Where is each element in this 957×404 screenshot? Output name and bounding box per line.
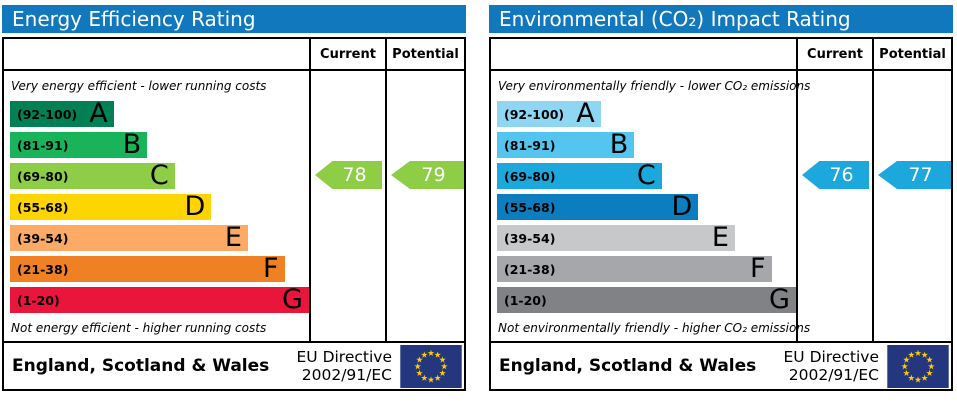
potential-rating-value: 79: [421, 164, 446, 186]
rating-body: Very energy efficient - lower running co…: [4, 71, 464, 341]
rating-body: Very environmentally friendly - lower CO…: [491, 71, 951, 341]
band-letter: G: [768, 284, 790, 315]
column-header-potential: Potential: [385, 39, 464, 69]
caption-bottom: Not environmentally friendly - higher CO…: [498, 321, 811, 335]
column-header-row: Current Potential: [4, 39, 464, 71]
band-range: (1-20): [17, 292, 60, 308]
column-header-spacer: [4, 39, 309, 69]
band-letter: D: [184, 191, 206, 222]
band-range: (39-54): [17, 230, 69, 246]
band-row-d: (55-68) D: [10, 191, 212, 222]
eu-flag-icon: [887, 344, 949, 388]
epc-rating-charts: Energy Efficiency Rating Current Potenti…: [2, 5, 953, 391]
eu-directive-label: EU Directive 2002/91/EC: [783, 347, 880, 384]
panel-title-energy: Energy Efficiency Rating: [2, 5, 466, 33]
band-row-e: (39-54) E: [10, 222, 248, 253]
band-row-a: (92-100) A: [497, 98, 601, 129]
band-row-a: (92-100) A: [10, 98, 114, 129]
eu-directive-label: EU Directive 2002/91/EC: [296, 347, 393, 384]
current-rating-arrow: 76: [802, 161, 869, 189]
band-range: (69-80): [504, 168, 556, 184]
caption-bottom: Not energy efficient - higher running co…: [11, 321, 267, 335]
band-letter: B: [609, 129, 629, 160]
band-row-c: (69-80) C: [10, 160, 175, 191]
band-letter: F: [749, 253, 766, 284]
band-range: (39-54): [504, 230, 556, 246]
column-header-current: Current: [796, 39, 872, 69]
bands-column: Very energy efficient - lower running co…: [4, 71, 309, 341]
potential-rating-arrow: 79: [391, 161, 464, 189]
band-range: (21-38): [17, 261, 69, 277]
column-header-potential: Potential: [872, 39, 951, 69]
band-range: (92-100): [504, 106, 565, 122]
band-range: (81-91): [504, 137, 556, 153]
column-header-spacer: [491, 39, 796, 69]
band-row-b: (81-91) B: [10, 129, 148, 160]
panel-footer: England, Scotland & Wales EU Directive 2…: [491, 341, 951, 389]
band-letter: B: [122, 129, 142, 160]
panel-footer: England, Scotland & Wales EU Directive 2…: [4, 341, 464, 389]
band-letter: G: [281, 284, 303, 315]
region-label: England, Scotland & Wales: [12, 356, 270, 376]
band-letter: F: [262, 253, 279, 284]
current-rating-value: 78: [342, 164, 367, 186]
band-range: (21-38): [504, 261, 556, 277]
region-label: England, Scotland & Wales: [499, 356, 757, 376]
current-rating-value: 76: [829, 164, 854, 186]
current-column: 76: [796, 71, 872, 341]
band-row-e: (39-54) E: [497, 222, 735, 253]
band-letter: E: [711, 222, 729, 253]
band-letter: A: [576, 98, 595, 129]
band-row-c: (69-80) C: [497, 160, 662, 191]
band-range: (69-80): [17, 168, 69, 184]
band-letter: C: [636, 160, 656, 191]
panel-title-environmental: Environmental (CO₂) Impact Rating: [489, 5, 953, 33]
band-letter: C: [149, 160, 169, 191]
potential-column: 77: [872, 71, 951, 341]
band-letter: D: [671, 191, 693, 222]
band-range: (1-20): [504, 292, 547, 308]
eu-flag-icon: [400, 344, 462, 388]
bands-column: Very environmentally friendly - lower CO…: [491, 71, 811, 341]
potential-rating-arrow: 77: [878, 161, 951, 189]
band-row-f: (21-38) F: [10, 253, 285, 284]
column-header-row: Current Potential: [491, 39, 951, 71]
column-header-current: Current: [309, 39, 385, 69]
band-range: (55-68): [17, 199, 69, 215]
band-row-f: (21-38) F: [497, 253, 772, 284]
band-row-b: (81-91) B: [497, 129, 635, 160]
band-range: (81-91): [17, 137, 69, 153]
caption-top: Very environmentally friendly - lower CO…: [498, 79, 811, 93]
band-row-d: (55-68) D: [497, 191, 699, 222]
band-row-g: (1-20) G: [497, 284, 796, 315]
panel-energy-efficiency: Energy Efficiency Rating Current Potenti…: [2, 5, 466, 391]
panel-box-energy: Current Potential Very energy efficient …: [2, 37, 466, 391]
potential-rating-value: 77: [908, 164, 933, 186]
band-letter: A: [89, 98, 108, 129]
panel-environmental-impact: Environmental (CO₂) Impact Rating Curren…: [489, 5, 953, 391]
band-row-g: (1-20) G: [10, 284, 309, 315]
current-column: 78: [309, 71, 385, 341]
potential-column: 79: [385, 71, 464, 341]
caption-top: Very energy efficient - lower running co…: [11, 79, 267, 93]
band-range: (92-100): [17, 106, 78, 122]
band-letter: E: [224, 222, 242, 253]
current-rating-arrow: 78: [315, 161, 382, 189]
panel-box-environmental: Current Potential Very environmentally f…: [489, 37, 953, 391]
band-range: (55-68): [504, 199, 556, 215]
